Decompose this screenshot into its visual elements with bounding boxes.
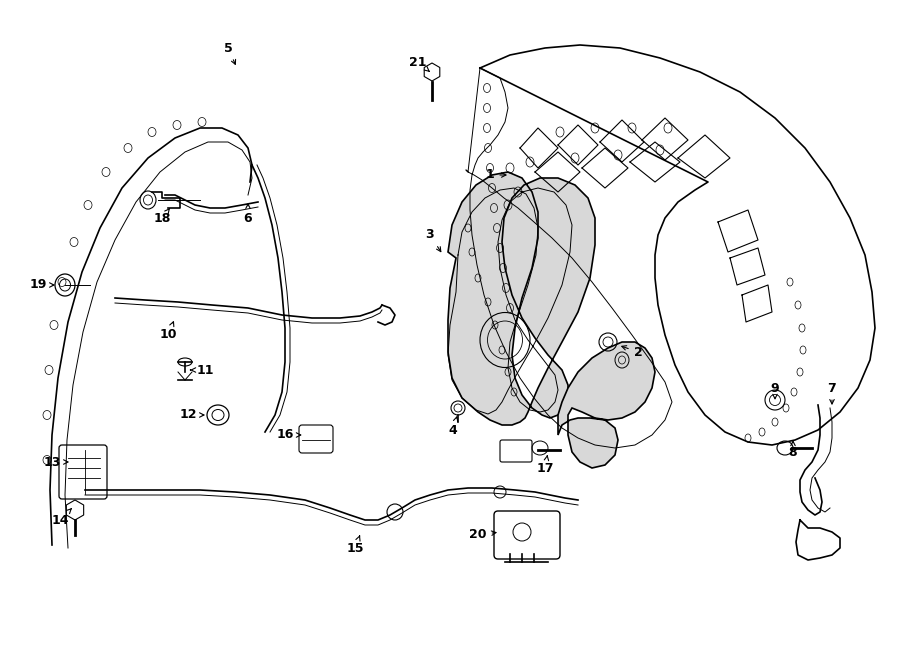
Text: 14: 14: [51, 508, 71, 526]
Text: 8: 8: [788, 442, 797, 459]
Text: 3: 3: [426, 228, 441, 252]
Text: 6: 6: [244, 204, 252, 224]
Text: 20: 20: [469, 528, 496, 542]
Text: 9: 9: [770, 381, 779, 399]
Text: 2: 2: [622, 346, 643, 359]
Text: 21: 21: [410, 56, 429, 71]
Text: 10: 10: [159, 322, 176, 342]
Text: 16: 16: [276, 428, 301, 442]
Text: 7: 7: [828, 381, 836, 404]
Polygon shape: [448, 172, 595, 425]
Text: 12: 12: [179, 408, 204, 422]
Text: 15: 15: [346, 536, 364, 555]
Text: 13: 13: [43, 455, 68, 469]
Text: 1: 1: [486, 169, 506, 181]
Text: 18: 18: [153, 209, 171, 224]
Text: 19: 19: [30, 279, 54, 291]
Text: 11: 11: [191, 363, 214, 377]
Text: 5: 5: [223, 42, 236, 64]
Text: 17: 17: [536, 455, 554, 475]
Text: 4: 4: [448, 417, 458, 436]
Polygon shape: [558, 342, 655, 468]
